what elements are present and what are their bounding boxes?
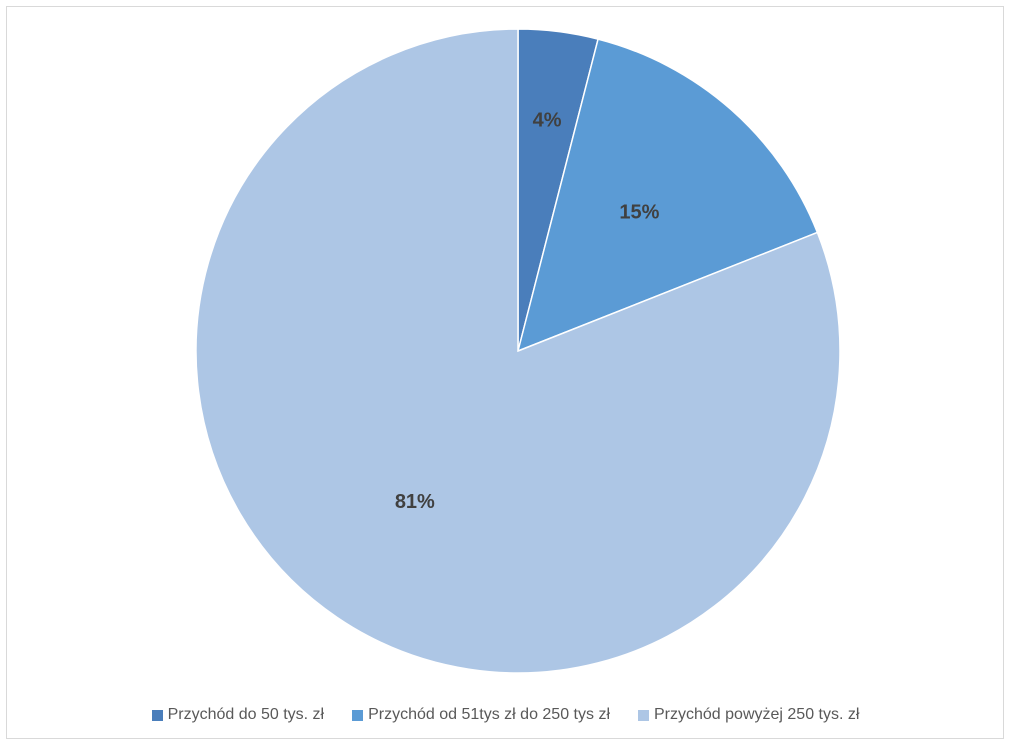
legend-swatch (352, 709, 364, 721)
legend-item-3: Przychód powyżej 250 tys. zł (638, 706, 859, 724)
pie-slice-2 (516, 38, 819, 353)
pie-slice-3 (195, 28, 841, 674)
legend-swatch (151, 709, 163, 721)
legend-label: Przychód powyżej 250 tys. zł (654, 706, 860, 723)
data-label-3: 81% (395, 491, 435, 513)
legend-item-1: Przychód do 50 tys. zł (151, 706, 325, 724)
legend-swatch (638, 709, 649, 721)
data-label-1: 4% (533, 109, 562, 131)
legend: Przychód do 50 tys. zł Przychód od 51tys … (0, 706, 1011, 724)
data-label-2: 15% (619, 202, 659, 224)
pie-chart: 4% 15% 81% (195, 28, 841, 674)
legend-label: Przychód do 50 tys. zł (167, 706, 325, 723)
legend-label: Przychód od 51tys zł do 250 tys zł (368, 706, 610, 723)
legend-item-2: Przychód od 51tys zł do 250 tys zł (352, 706, 610, 724)
